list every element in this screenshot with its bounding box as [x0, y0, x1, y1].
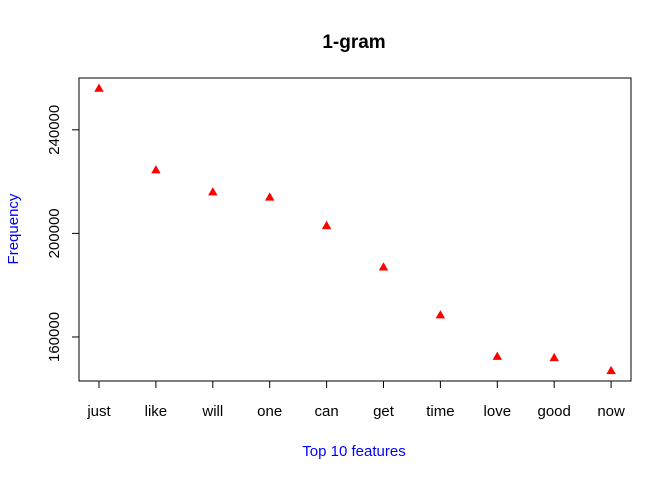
x-tick-label: now [597, 403, 625, 420]
data-point-like [151, 165, 161, 174]
data-point-time [435, 310, 446, 319]
data-points [94, 83, 616, 375]
x-tick-label: love [484, 403, 512, 420]
chart-title: 1-gram [322, 32, 385, 53]
data-point-one [264, 192, 275, 201]
y-axis-label: Frequency [5, 193, 22, 264]
data-point-now [606, 365, 616, 375]
y-axis: 160000 200000 240000 [46, 105, 80, 362]
data-point-get [378, 262, 389, 271]
data-point-will [208, 187, 218, 196]
x-tick-label: time [426, 403, 454, 420]
x-tick-label: will [201, 403, 223, 420]
x-tick-label: like [145, 403, 168, 420]
data-point-good [549, 352, 559, 362]
x-tick-label: one [257, 403, 282, 420]
x-axis: just like will one can get time love good now [86, 380, 625, 420]
y-tick-label: 200000 [46, 208, 63, 258]
data-point-just [94, 83, 104, 92]
x-tick-label: get [373, 403, 395, 420]
x-tick-label: good [538, 403, 571, 420]
x-tick-label: can [315, 403, 339, 420]
data-point-can [321, 220, 332, 230]
data-point-love [492, 351, 503, 360]
x-axis-label: Top 10 features [302, 443, 405, 460]
x-tick-label: just [86, 403, 111, 420]
y-tick-label: 240000 [46, 105, 63, 155]
y-tick-label: 160000 [46, 312, 63, 362]
